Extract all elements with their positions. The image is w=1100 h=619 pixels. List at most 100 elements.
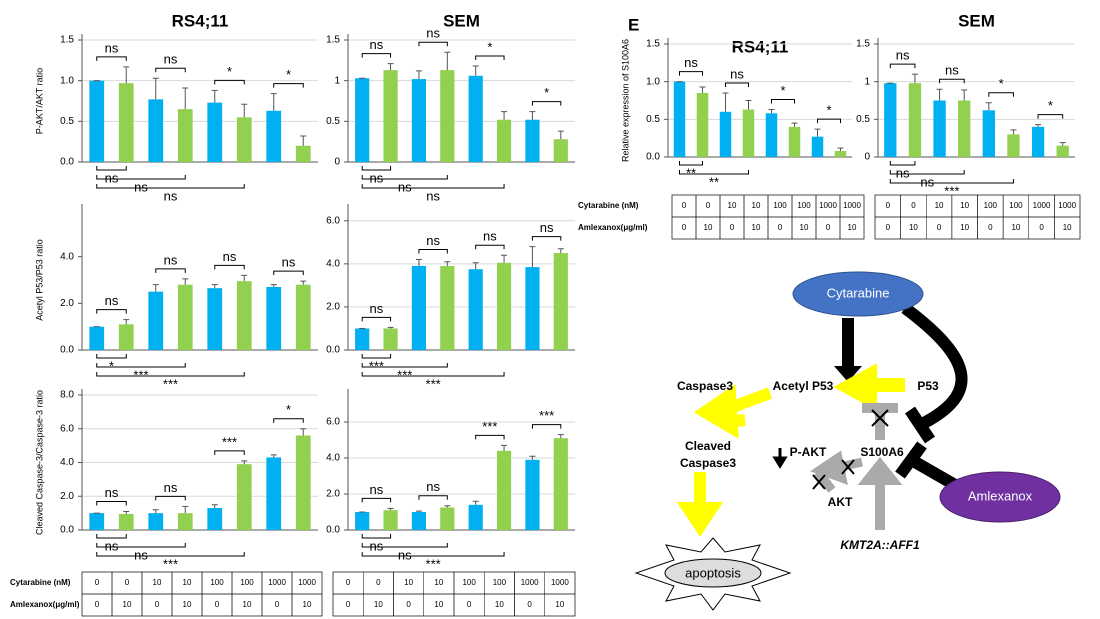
bar (177, 284, 193, 350)
error-bar (444, 51, 451, 71)
sig-label: ns (164, 480, 178, 495)
table-cell: 10 (243, 600, 252, 609)
table-cell: 10 (434, 600, 443, 609)
error-bar (241, 103, 248, 118)
table-cell: 0 (937, 223, 942, 232)
table-cell: 100 (773, 201, 787, 210)
sig-bracket (96, 372, 245, 377)
sig-bracket (418, 41, 448, 47)
sig-bracket (214, 450, 245, 455)
bar (118, 83, 134, 162)
y-tick-label: 0.0 (60, 525, 74, 536)
error-bar (837, 147, 844, 151)
bar (266, 110, 282, 162)
table-cell: 0 (886, 223, 891, 232)
sig-bracket (361, 534, 392, 539)
cross (871, 409, 889, 427)
sig-label: * (999, 76, 1004, 91)
sig-bracket (96, 500, 127, 506)
sig-label: ns (370, 301, 384, 316)
inhibit-gray (862, 403, 898, 440)
label: KMT2A::AFF1 (840, 538, 920, 552)
inhibit-line (901, 303, 968, 431)
bar (958, 100, 971, 157)
chart-title: RS4;11 (732, 37, 789, 56)
arrow-gray (810, 450, 863, 485)
y-tick-label: 0.0 (60, 345, 74, 356)
bar (440, 266, 455, 350)
y-tick-label: 0.0 (326, 345, 340, 356)
sig-label: *** (163, 556, 178, 571)
sig-bracket (273, 270, 304, 276)
sig-bracket (361, 184, 505, 189)
table-cell: 0 (682, 223, 687, 232)
error-bar (791, 122, 798, 127)
error-bar (241, 460, 248, 465)
table-cell: 1000 (521, 578, 539, 587)
bar (177, 513, 193, 530)
sig-bracket (214, 79, 245, 85)
table-cell: 1000 (298, 578, 316, 587)
y-tick-label: 2.0 (326, 489, 340, 500)
sig-bracket (361, 543, 448, 548)
sig-label: ns (483, 229, 497, 244)
error-bar (123, 510, 130, 514)
error-bar (415, 259, 422, 266)
sig-bracket (361, 552, 505, 557)
sig-bracket (531, 101, 562, 106)
error-bar (211, 504, 218, 509)
y-tick-label: 0.0 (326, 525, 340, 536)
y-tick-label: 6.0 (60, 423, 74, 434)
error-bar (152, 284, 159, 292)
error-bar (529, 111, 536, 120)
sig-label: * (286, 67, 291, 82)
bar (765, 113, 778, 157)
bar (468, 269, 483, 350)
label: S100A6 (860, 445, 904, 459)
sig-bracket (889, 161, 916, 166)
bar (383, 510, 398, 530)
error-bar (300, 135, 307, 146)
table-cell: 10 (1063, 223, 1072, 232)
bar (355, 78, 370, 162)
node-cytarabine (792, 271, 924, 317)
bar (525, 119, 540, 162)
bar (355, 512, 370, 530)
table-cell: 100 (797, 201, 811, 210)
sig-bracket (96, 56, 127, 61)
sig-bracket (361, 497, 392, 503)
error-bar (472, 500, 479, 505)
inhibit-bar (905, 406, 935, 444)
bar (719, 111, 732, 157)
table-cell: 0 (826, 223, 831, 232)
table-cell: 0 (730, 223, 735, 232)
bar (355, 328, 370, 350)
y-axis-label: Acetyl P53/P53 ratio (34, 239, 44, 321)
sig-bracket (418, 249, 448, 254)
table-cell: 10 (123, 600, 132, 609)
bar (383, 70, 398, 162)
arrow-head (834, 366, 862, 382)
table-cell: 10 (752, 201, 761, 210)
sig-bracket (531, 424, 562, 429)
error-bar (444, 505, 451, 508)
bar (148, 513, 164, 530)
sig-label: *** (397, 367, 412, 382)
table-cell: 100 (240, 578, 254, 587)
bar (1007, 134, 1020, 157)
arrow (724, 414, 746, 428)
arrow (833, 363, 905, 411)
y-tick-label: 1.5 (326, 35, 340, 46)
sig-bracket (361, 53, 392, 58)
sig-bracket (889, 179, 1014, 184)
table-cell: 10 (555, 600, 564, 609)
error-bar (529, 246, 536, 268)
error-bar (768, 109, 775, 114)
sig-bracket (531, 236, 562, 241)
table-cell: 10 (960, 201, 969, 210)
table-cell: 10 (434, 578, 443, 587)
sig-label: ns (920, 174, 934, 189)
y-tick-label: 4.0 (326, 258, 340, 269)
table-cell: 100 (210, 578, 224, 587)
bar (982, 110, 995, 157)
